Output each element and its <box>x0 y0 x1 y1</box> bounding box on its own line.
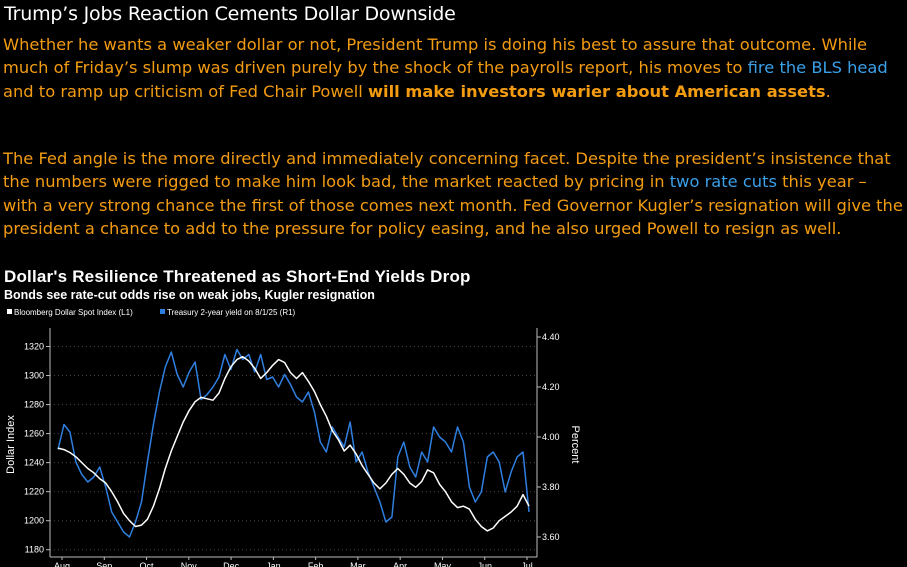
chart-title: Dollar's Resilience Threatened as Short-… <box>4 267 471 286</box>
chart-subtitle: Bonds see rate-cut odds rise on weak job… <box>4 288 375 302</box>
x-tick-label: Sep <box>96 561 112 567</box>
x-tick-label: Oct <box>140 561 155 567</box>
legend-label-dollar: Bloomberg Dollar Spot Index (L1) <box>14 308 133 317</box>
y2-tick-label: 4.00 <box>542 432 560 442</box>
article-paragraph-2: The Fed angle is the more directly and i… <box>3 147 903 241</box>
bls-head-link[interactable]: fire the BLS head <box>747 58 888 78</box>
legend-swatch-dollar <box>7 309 12 314</box>
y-tick-label: 1220 <box>24 487 44 497</box>
x-tick-label: Aug <box>54 561 70 567</box>
y2-tick-label: 4.40 <box>542 332 560 342</box>
y2-tick-label: 3.60 <box>542 532 560 542</box>
y-tick-label: 1280 <box>24 400 44 410</box>
x-tick-label: Jan <box>266 561 281 567</box>
y2-tick-label: 4.20 <box>542 382 560 392</box>
paragraph-text: The Fed angle is the more directly and i… <box>3 149 891 192</box>
series-line-treasury-2y-yield <box>57 348 530 538</box>
highlighted-text: will make investors warier about America… <box>367 81 826 101</box>
paragraph-text: this year – with a very strong chance th… <box>3 172 903 239</box>
series-line-dollar-index <box>57 355 530 532</box>
y-tick-label: 1240 <box>24 458 44 468</box>
legend-swatch-yield <box>160 309 165 314</box>
y-tick-label: 1200 <box>24 516 44 526</box>
article-paragraph-1: Whether he wants a weaker dollar or not,… <box>3 33 903 103</box>
rate-cuts-link[interactable]: two rate cuts <box>669 172 777 192</box>
x-tick-label: Dec <box>223 561 240 567</box>
y2-axis-title: Percent <box>569 426 581 464</box>
x-tick-label: Nov <box>181 561 198 567</box>
y-tick-label: 1320 <box>24 342 44 352</box>
x-tick-label: May <box>434 561 452 567</box>
legend-label-yield: Treasury 2-year yield on 8/1/25 (R1) <box>167 308 296 317</box>
y-tick-label: 1300 <box>24 371 44 381</box>
x-tick-label: Mar <box>350 561 366 567</box>
y2-tick-label: 3.80 <box>542 482 560 492</box>
y-tick-label: 1180 <box>25 545 44 555</box>
x-tick-label: Feb <box>308 561 324 567</box>
dual-axis-line-chart: Bloomberg Dollar Spot Index (L1) Treasury… <box>5 308 581 567</box>
paragraph-text: and to ramp up criticism of Fed Chair Po… <box>3 81 368 101</box>
y-tick-label: 1260 <box>24 429 44 439</box>
y-axis-title: Dollar Index <box>5 415 17 474</box>
paragraph-text: Whether he wants a weaker dollar or not,… <box>3 35 868 78</box>
x-tick-label: Jun <box>477 561 492 567</box>
x-tick-label: Apr <box>393 561 407 567</box>
x-tick-label: Jul <box>521 561 533 567</box>
paragraph-text: . <box>825 81 831 101</box>
article-headline: Trump’s Jobs Reaction Cements Dollar Dow… <box>4 3 456 25</box>
